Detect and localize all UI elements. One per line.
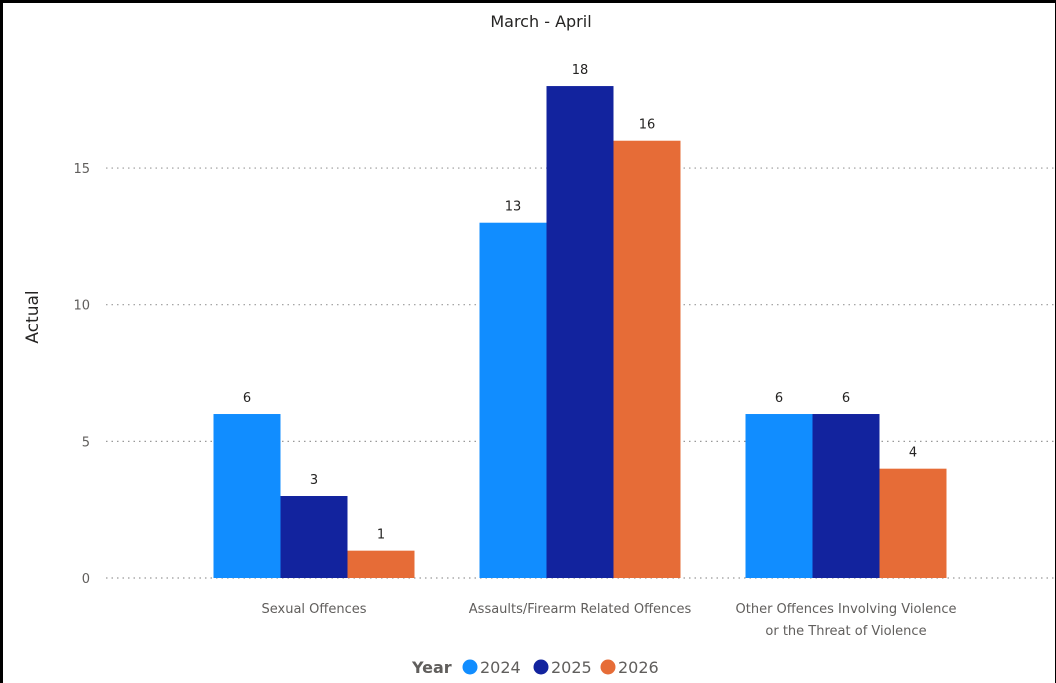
x-category-label: Other Offences Involving Violence or the … [736, 602, 957, 639]
bar[interactable] [347, 550, 415, 578]
legend-label: 2025 [551, 658, 592, 677]
bar[interactable] [546, 86, 614, 578]
data-label: 4 [909, 446, 917, 461]
bar[interactable] [280, 496, 348, 578]
data-label: 6 [775, 391, 783, 406]
legend-label: 2026 [618, 658, 659, 677]
legend-item-2026[interactable]: 2026 [600, 658, 659, 677]
chart-title: March - April [490, 12, 591, 31]
x-category-label: Assaults/Firearm Related Offences [469, 602, 692, 617]
data-labels: 6 3 1 13 18 16 6 6 4 [243, 63, 917, 543]
y-tick-label: 5 [82, 435, 90, 450]
bar-chart: March - April Actual 0 5 10 15 6 3 1 13 18 16 6 6 4… [23, 12, 1055, 677]
bar[interactable] [812, 414, 880, 578]
legend-marker [462, 659, 478, 675]
data-label: 6 [842, 391, 850, 406]
data-label: 3 [310, 473, 318, 488]
legend-item-2025[interactable]: 2025 [533, 658, 592, 677]
legend[interactable]: Year 2024 2025 2026 [411, 658, 659, 677]
bar[interactable] [213, 414, 281, 578]
y-axis-ticks: 0 5 10 15 [73, 162, 90, 587]
legend-title: Year [411, 658, 452, 677]
legend-item-2024[interactable]: 2024 [462, 658, 521, 677]
legend-marker [533, 659, 549, 675]
legend-label: 2024 [480, 658, 521, 677]
x-category-label: Sexual Offences [261, 602, 366, 617]
data-label: 6 [243, 391, 251, 406]
bar[interactable] [479, 222, 547, 578]
y-tick-label: 0 [82, 572, 90, 587]
data-label: 18 [572, 63, 589, 78]
y-axis-label: Actual [23, 290, 43, 343]
x-axis-categories: Sexual Offences Assaults/Firearm Related … [261, 602, 956, 639]
y-tick-label: 15 [73, 162, 90, 177]
data-label: 16 [639, 118, 656, 133]
bar[interactable] [745, 414, 813, 578]
bars [213, 86, 947, 578]
bar[interactable] [613, 140, 681, 578]
bar[interactable] [879, 468, 947, 578]
legend-marker [600, 659, 616, 675]
data-label: 13 [505, 200, 522, 215]
y-tick-label: 10 [73, 299, 90, 314]
data-label: 1 [377, 528, 385, 543]
